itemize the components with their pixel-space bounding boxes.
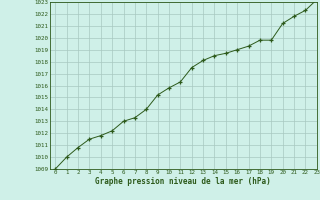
X-axis label: Graphe pression niveau de la mer (hPa): Graphe pression niveau de la mer (hPa) bbox=[95, 177, 271, 186]
